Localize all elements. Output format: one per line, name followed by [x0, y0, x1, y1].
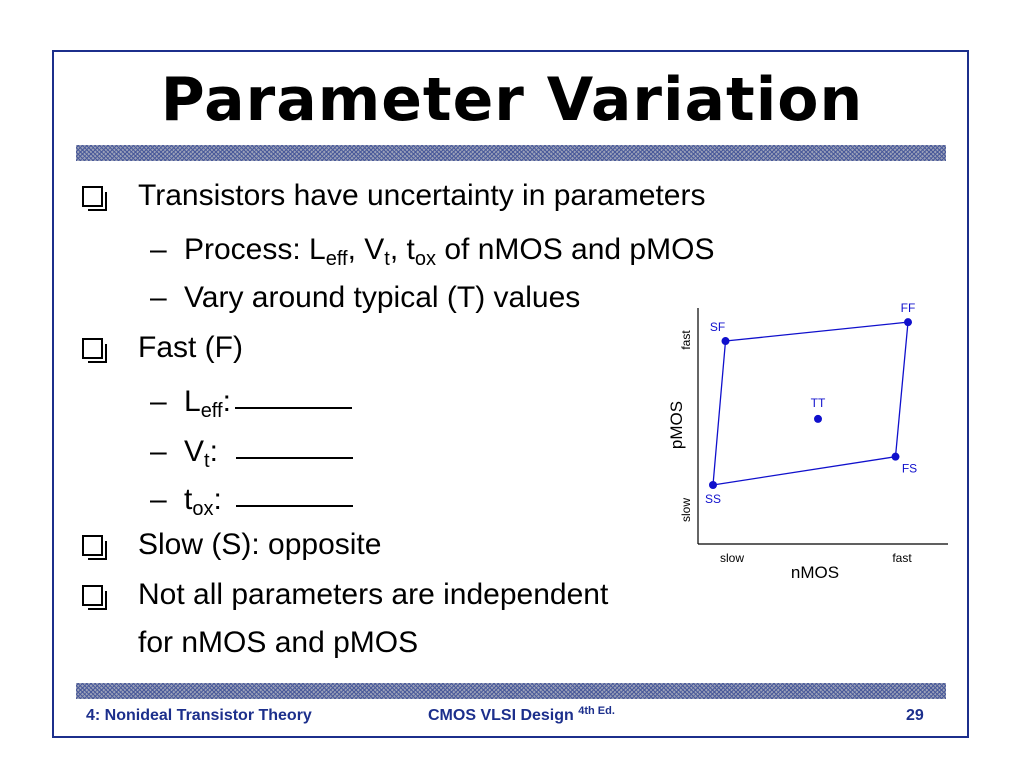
bottom-hatch-band	[76, 683, 946, 699]
dash-icon: –	[150, 281, 167, 314]
answer-blank	[235, 505, 353, 507]
corner-point-ff	[904, 318, 912, 327]
fast-leff: Leff:	[184, 384, 352, 421]
bullet-4: Not all parameters are independent	[138, 578, 609, 611]
slide-frame	[52, 50, 969, 738]
slide-title: Parameter Variation	[160, 65, 864, 135]
fast-vt: Vt:	[184, 434, 353, 471]
bullet-4-cont: for nMOS and pMOS	[138, 626, 419, 659]
bullet-2: Fast (F)	[138, 331, 243, 364]
checkbox-bullet-icon	[82, 338, 107, 363]
corner-label-fs: FS	[902, 462, 917, 476]
footer-chapter: 4: Nonideal Transistor Theory	[86, 707, 312, 724]
bullet-1: Transistors have uncertainty in paramete…	[138, 179, 706, 212]
corner-label-sf: SF	[710, 320, 725, 334]
corner-point-tt	[814, 414, 822, 423]
answer-blank	[234, 407, 352, 409]
footer-page-number: 29	[906, 707, 924, 724]
checkbox-bullet-icon	[82, 186, 107, 211]
dash-icon: –	[150, 435, 167, 468]
corner-point-ss	[709, 481, 717, 489]
checkbox-bullet-icon	[82, 535, 107, 560]
fast-tox: tox:	[184, 482, 353, 519]
dash-icon: –	[150, 483, 167, 516]
checkbox-bullet-icon	[82, 585, 107, 610]
sub-bullet-vary: Vary around typical (T) values	[184, 281, 581, 314]
y-tick-slow: slow	[679, 498, 693, 522]
answer-blank	[235, 457, 353, 459]
corner-label-tt: TT	[811, 396, 826, 410]
top-hatch-band	[76, 145, 946, 161]
y-tick-fast: fast	[679, 330, 693, 350]
corner-point-fs	[891, 452, 900, 461]
sub-bullet-process: Process: Leff, Vt, tox of nMOS and pMOS	[184, 233, 715, 270]
x-axis-label: nMOS	[791, 563, 839, 582]
x-tick-fast: fast	[892, 551, 912, 565]
y-axis-label: pMOS	[667, 401, 686, 449]
dash-icon: –	[150, 233, 167, 266]
bullet-3: Slow (S): opposite	[138, 528, 382, 561]
corner-label-ff: FF	[901, 301, 916, 315]
footer-book-title: CMOS VLSI Design 4th Ed.	[428, 705, 615, 725]
x-tick-slow: slow	[720, 551, 744, 565]
process-corner-chart: slow fast pMOS slow fast nMOS SF FF TT FS SS	[667, 301, 948, 582]
corner-point-sf	[721, 337, 730, 346]
dash-icon: –	[150, 385, 167, 418]
corner-label-ss: SS	[705, 492, 721, 506]
